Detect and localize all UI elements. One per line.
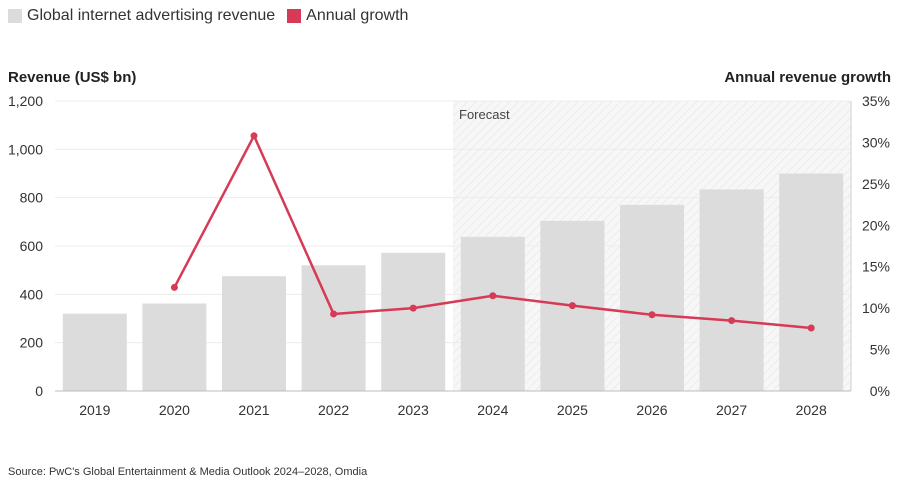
bar-2019 [62, 313, 127, 391]
legend-item-growth: Annual growth [287, 7, 408, 25]
y-right-tick-label: 20% [862, 217, 890, 233]
bar-2022 [301, 265, 366, 391]
bar-2021 [222, 276, 286, 391]
y-left-tick-label: 400 [20, 286, 44, 302]
x-tick-label: 2025 [557, 402, 588, 418]
growth-point-2026 [648, 311, 656, 319]
y-left-tick-label: 0 [35, 383, 43, 399]
legend-item-revenue: Global internet advertising revenue [8, 7, 275, 25]
y-right-tick-label: 30% [862, 134, 890, 150]
bar-2028 [779, 173, 844, 391]
y-right-tick-label: 10% [862, 300, 890, 316]
x-tick-label: 2019 [79, 402, 110, 418]
growth-point-2022 [330, 310, 338, 318]
legend: Global internet advertising revenue Annu… [8, 7, 414, 25]
growth-point-2025 [568, 302, 576, 310]
y-left-tick-label: 200 [20, 335, 44, 351]
growth-point-2027 [728, 317, 736, 325]
y-left-tick-label: 800 [20, 190, 44, 206]
x-tick-label: 2027 [716, 402, 747, 418]
y-right-tick-label: 5% [870, 342, 890, 358]
y-axis-left-title: Revenue (US$ bn) [8, 69, 137, 86]
growth-point-2028 [807, 324, 815, 332]
bar-2026 [620, 204, 684, 391]
x-tick-label: 2023 [398, 402, 429, 418]
legend-label-revenue: Global internet advertising revenue [27, 7, 276, 24]
x-tick-label: 2024 [477, 402, 508, 418]
y-left-tick-label: 1,000 [8, 141, 43, 157]
legend-swatch-revenue [8, 9, 22, 23]
x-tick-label: 2028 [796, 402, 827, 418]
bar-2020 [142, 303, 207, 391]
y-axis-right-title: Annual revenue growth [724, 69, 891, 86]
legend-swatch-growth [287, 9, 302, 23]
growth-point-2020 [170, 283, 178, 291]
bar-2024 [460, 236, 525, 391]
x-tick-label: 2021 [238, 402, 269, 418]
y-right-tick-label: 35% [862, 93, 890, 109]
bar-2027 [699, 189, 764, 391]
y-left-tick-label: 600 [20, 238, 44, 254]
forecast-label: Forecast [459, 107, 510, 122]
y-right-tick-label: 15% [862, 259, 890, 275]
source-note: Source: PwC's Global Entertainment & Med… [8, 466, 368, 478]
y-right-tick-label: 0% [870, 383, 890, 399]
growth-point-2023 [409, 304, 417, 312]
growth-point-2021 [250, 132, 258, 140]
x-tick-label: 2022 [318, 402, 349, 418]
growth-point-2024 [489, 292, 497, 300]
legend-label-growth: Annual growth [306, 7, 409, 24]
y-left-tick-label: 1,200 [8, 93, 43, 109]
bar-2023 [381, 252, 446, 391]
x-tick-label: 2026 [636, 402, 667, 418]
chart: Forecast 0 200 400 600 800 1,000 1,200 0% 5% 10% 15… [8, 93, 890, 418]
x-tick-label: 2020 [159, 402, 190, 418]
y-right-tick-label: 25% [862, 176, 890, 192]
